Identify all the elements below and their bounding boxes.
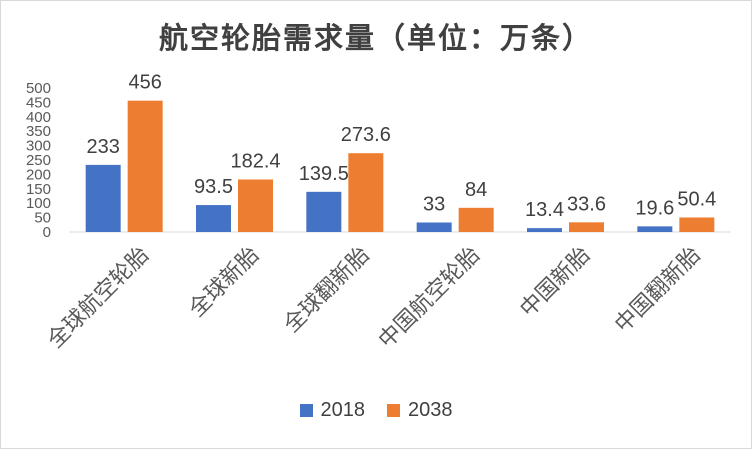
data-label-2018: 93.5 [194, 176, 233, 198]
y-tick-label: 350 [26, 123, 51, 140]
legend-swatch-2018 [299, 404, 313, 417]
bar-2038 [679, 217, 715, 232]
legend: 2018 2038 [1, 399, 751, 422]
bar-2038 [458, 207, 494, 232]
bar-2038 [238, 179, 273, 232]
data-label-2038: 50.4 [677, 188, 716, 210]
bar-2018 [637, 226, 673, 232]
x-category-label: 中国翻新胎 [610, 242, 705, 337]
y-tick-label: 250 [26, 152, 51, 169]
data-label-2018: 233 [86, 136, 119, 158]
data-label-2038: 33.6 [567, 193, 606, 215]
data-label-2038: 84 [465, 179, 487, 201]
y-tick-label: 50 [34, 210, 51, 227]
x-category-label: 中国航空轮胎 [374, 242, 485, 353]
y-tick-label: 100 [26, 195, 51, 212]
y-tick-label: 400 [26, 109, 51, 126]
data-label-2018: 33 [423, 193, 445, 215]
y-tick-label: 500 [26, 80, 51, 97]
y-tick-label: 0 [43, 224, 51, 241]
legend-item-2018: 2018 [299, 399, 366, 422]
bar-2018 [306, 191, 342, 232]
x-category-label: 全球航空轮胎 [43, 242, 154, 353]
y-tick-label: 300 [26, 138, 51, 155]
bar-2038 [127, 100, 163, 232]
bar-2038 [348, 153, 384, 232]
y-tick-label: 200 [26, 166, 51, 183]
x-category-label: 全球新胎 [185, 242, 265, 322]
legend-label-2038: 2038 [408, 399, 453, 421]
bar-2018 [196, 205, 231, 232]
data-label-2038: 273.6 [341, 124, 391, 146]
bar-2038 [569, 222, 604, 232]
x-category-label: 中国新胎 [516, 242, 596, 322]
data-label-2018: 13.4 [525, 199, 564, 221]
chart-title: 航空轮胎需求量（单位：万条） [158, 21, 593, 55]
data-label-2018: 19.6 [635, 197, 674, 219]
legend-label-2018: 2018 [320, 399, 366, 421]
data-label-2038: 182.4 [230, 150, 280, 172]
bar-2018 [85, 164, 121, 232]
legend-item-2038: 2038 [387, 399, 453, 422]
bar-2018 [527, 228, 562, 232]
x-category-label: 全球翻新胎 [279, 242, 374, 337]
bar-2018 [416, 222, 452, 232]
data-label-2038: 456 [128, 72, 161, 94]
data-label-2018: 139.5 [299, 163, 349, 185]
y-tick-label: 150 [26, 181, 51, 198]
legend-swatch-2038 [387, 404, 400, 417]
y-tick-label: 450 [26, 94, 51, 111]
